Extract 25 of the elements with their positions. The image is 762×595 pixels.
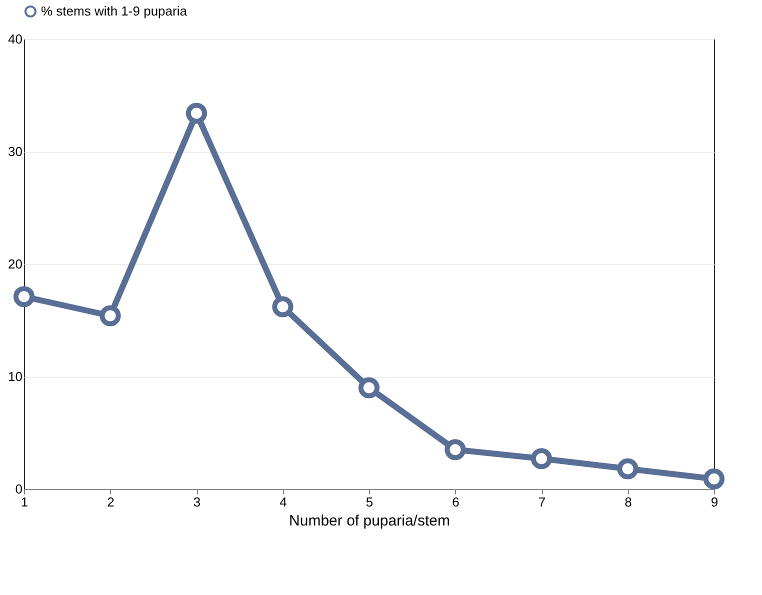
point (617, 458, 638, 480)
x-tick-label: 1 (20, 494, 28, 510)
point (272, 296, 294, 318)
point (100, 305, 121, 326)
y-tick-label: 40 (8, 32, 22, 46)
point (13, 286, 35, 308)
x-tick-label: 2 (107, 494, 114, 510)
point (703, 468, 725, 490)
x-tick-label: 3 (193, 494, 201, 510)
y-tick-label: 30 (8, 144, 22, 159)
point (358, 377, 380, 398)
x-tick-label: 4 (280, 494, 287, 510)
x-tick-label: 5 (366, 494, 374, 510)
point (186, 102, 208, 124)
x-tick-label: 8 (624, 494, 632, 510)
x-tick-label: 9 (710, 494, 718, 510)
x-axis-title: Number of puparia/stem (289, 512, 450, 530)
legend-label: % stems with 1-9 puparia (41, 4, 188, 18)
y-tick-label: 0 (15, 482, 22, 496)
x-tick-label: 6 (452, 494, 460, 510)
x-tick-label: 7 (538, 494, 546, 510)
y-tick-label: 20 (8, 256, 22, 272)
y-tick-label: 10 (8, 369, 22, 384)
point (444, 439, 466, 460)
point (530, 448, 552, 470)
